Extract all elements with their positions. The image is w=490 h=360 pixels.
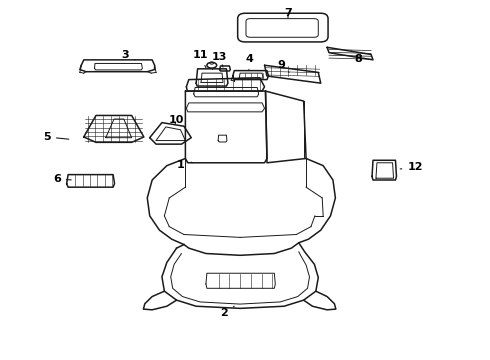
Text: 3: 3 — [122, 50, 135, 60]
Text: 10: 10 — [169, 115, 184, 125]
Text: 6: 6 — [53, 174, 71, 184]
Text: 5: 5 — [43, 132, 69, 142]
Text: 7: 7 — [284, 8, 292, 19]
Text: 2: 2 — [220, 306, 234, 318]
Text: 8: 8 — [351, 51, 362, 64]
Text: 13: 13 — [212, 52, 227, 67]
Text: 9: 9 — [278, 59, 289, 72]
Text: 4: 4 — [246, 54, 254, 69]
Text: 12: 12 — [400, 162, 423, 172]
Text: 11: 11 — [192, 50, 208, 68]
Text: 1: 1 — [176, 159, 188, 170]
